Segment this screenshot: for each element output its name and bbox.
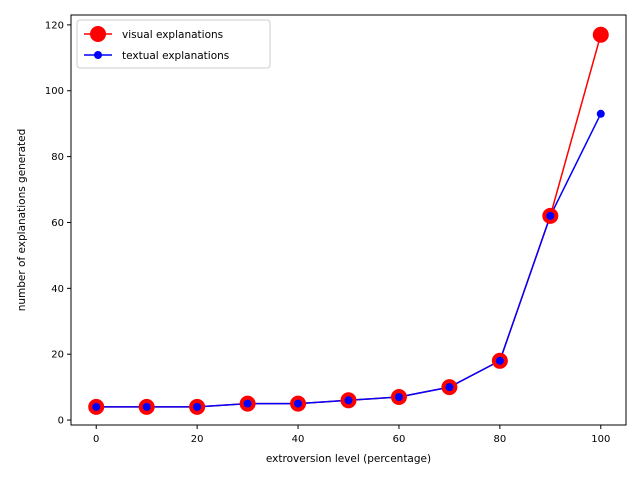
series-1-point bbox=[445, 383, 454, 392]
y-tick-label: 80 bbox=[51, 152, 64, 163]
x-tick-label: 20 bbox=[191, 434, 204, 445]
x-tick-label: 80 bbox=[493, 434, 506, 445]
plot-area bbox=[71, 15, 626, 425]
legend-marker-visual bbox=[90, 26, 106, 42]
legend: visual explanations textual explanations bbox=[76, 19, 271, 69]
y-tick-label: 120 bbox=[45, 20, 64, 31]
series-1-point bbox=[344, 396, 353, 405]
y-tick-label: 40 bbox=[51, 284, 64, 295]
plot-frame bbox=[70, 14, 627, 426]
x-tick-label: 40 bbox=[292, 434, 305, 445]
series-1-point bbox=[294, 399, 303, 408]
y-axis-ticks: 0 20 40 60 80 100 120 bbox=[45, 20, 71, 427]
y-axis-label: number of explanations generated bbox=[16, 129, 28, 312]
legend-marker-textual bbox=[94, 51, 102, 59]
x-axis-ticks: 0 20 40 60 80 100 bbox=[93, 425, 610, 445]
legend-label-visual: visual explanations bbox=[122, 29, 223, 41]
x-tick-label: 60 bbox=[393, 434, 406, 445]
series-1-point bbox=[596, 109, 605, 118]
x-tick-label: 0 bbox=[93, 434, 99, 445]
x-axis-label: extroversion level (percentage) bbox=[266, 453, 431, 465]
series-1-point bbox=[546, 211, 555, 220]
y-tick-label: 100 bbox=[45, 86, 64, 97]
legend-label-textual: textual explanations bbox=[122, 50, 229, 62]
y-tick-label: 0 bbox=[58, 416, 64, 427]
series-1-point bbox=[495, 356, 504, 365]
y-tick-label: 20 bbox=[51, 350, 64, 361]
y-tick-label: 60 bbox=[51, 218, 64, 229]
series-1-point bbox=[92, 402, 101, 411]
legend-box bbox=[76, 19, 271, 69]
series-layer bbox=[88, 26, 609, 415]
series-1-point bbox=[394, 393, 403, 402]
series-0-point bbox=[592, 26, 609, 43]
x-tick-label: 100 bbox=[591, 434, 610, 445]
series-1-point bbox=[243, 399, 252, 408]
series-1-point bbox=[193, 402, 202, 411]
series-1-point bbox=[142, 402, 151, 411]
